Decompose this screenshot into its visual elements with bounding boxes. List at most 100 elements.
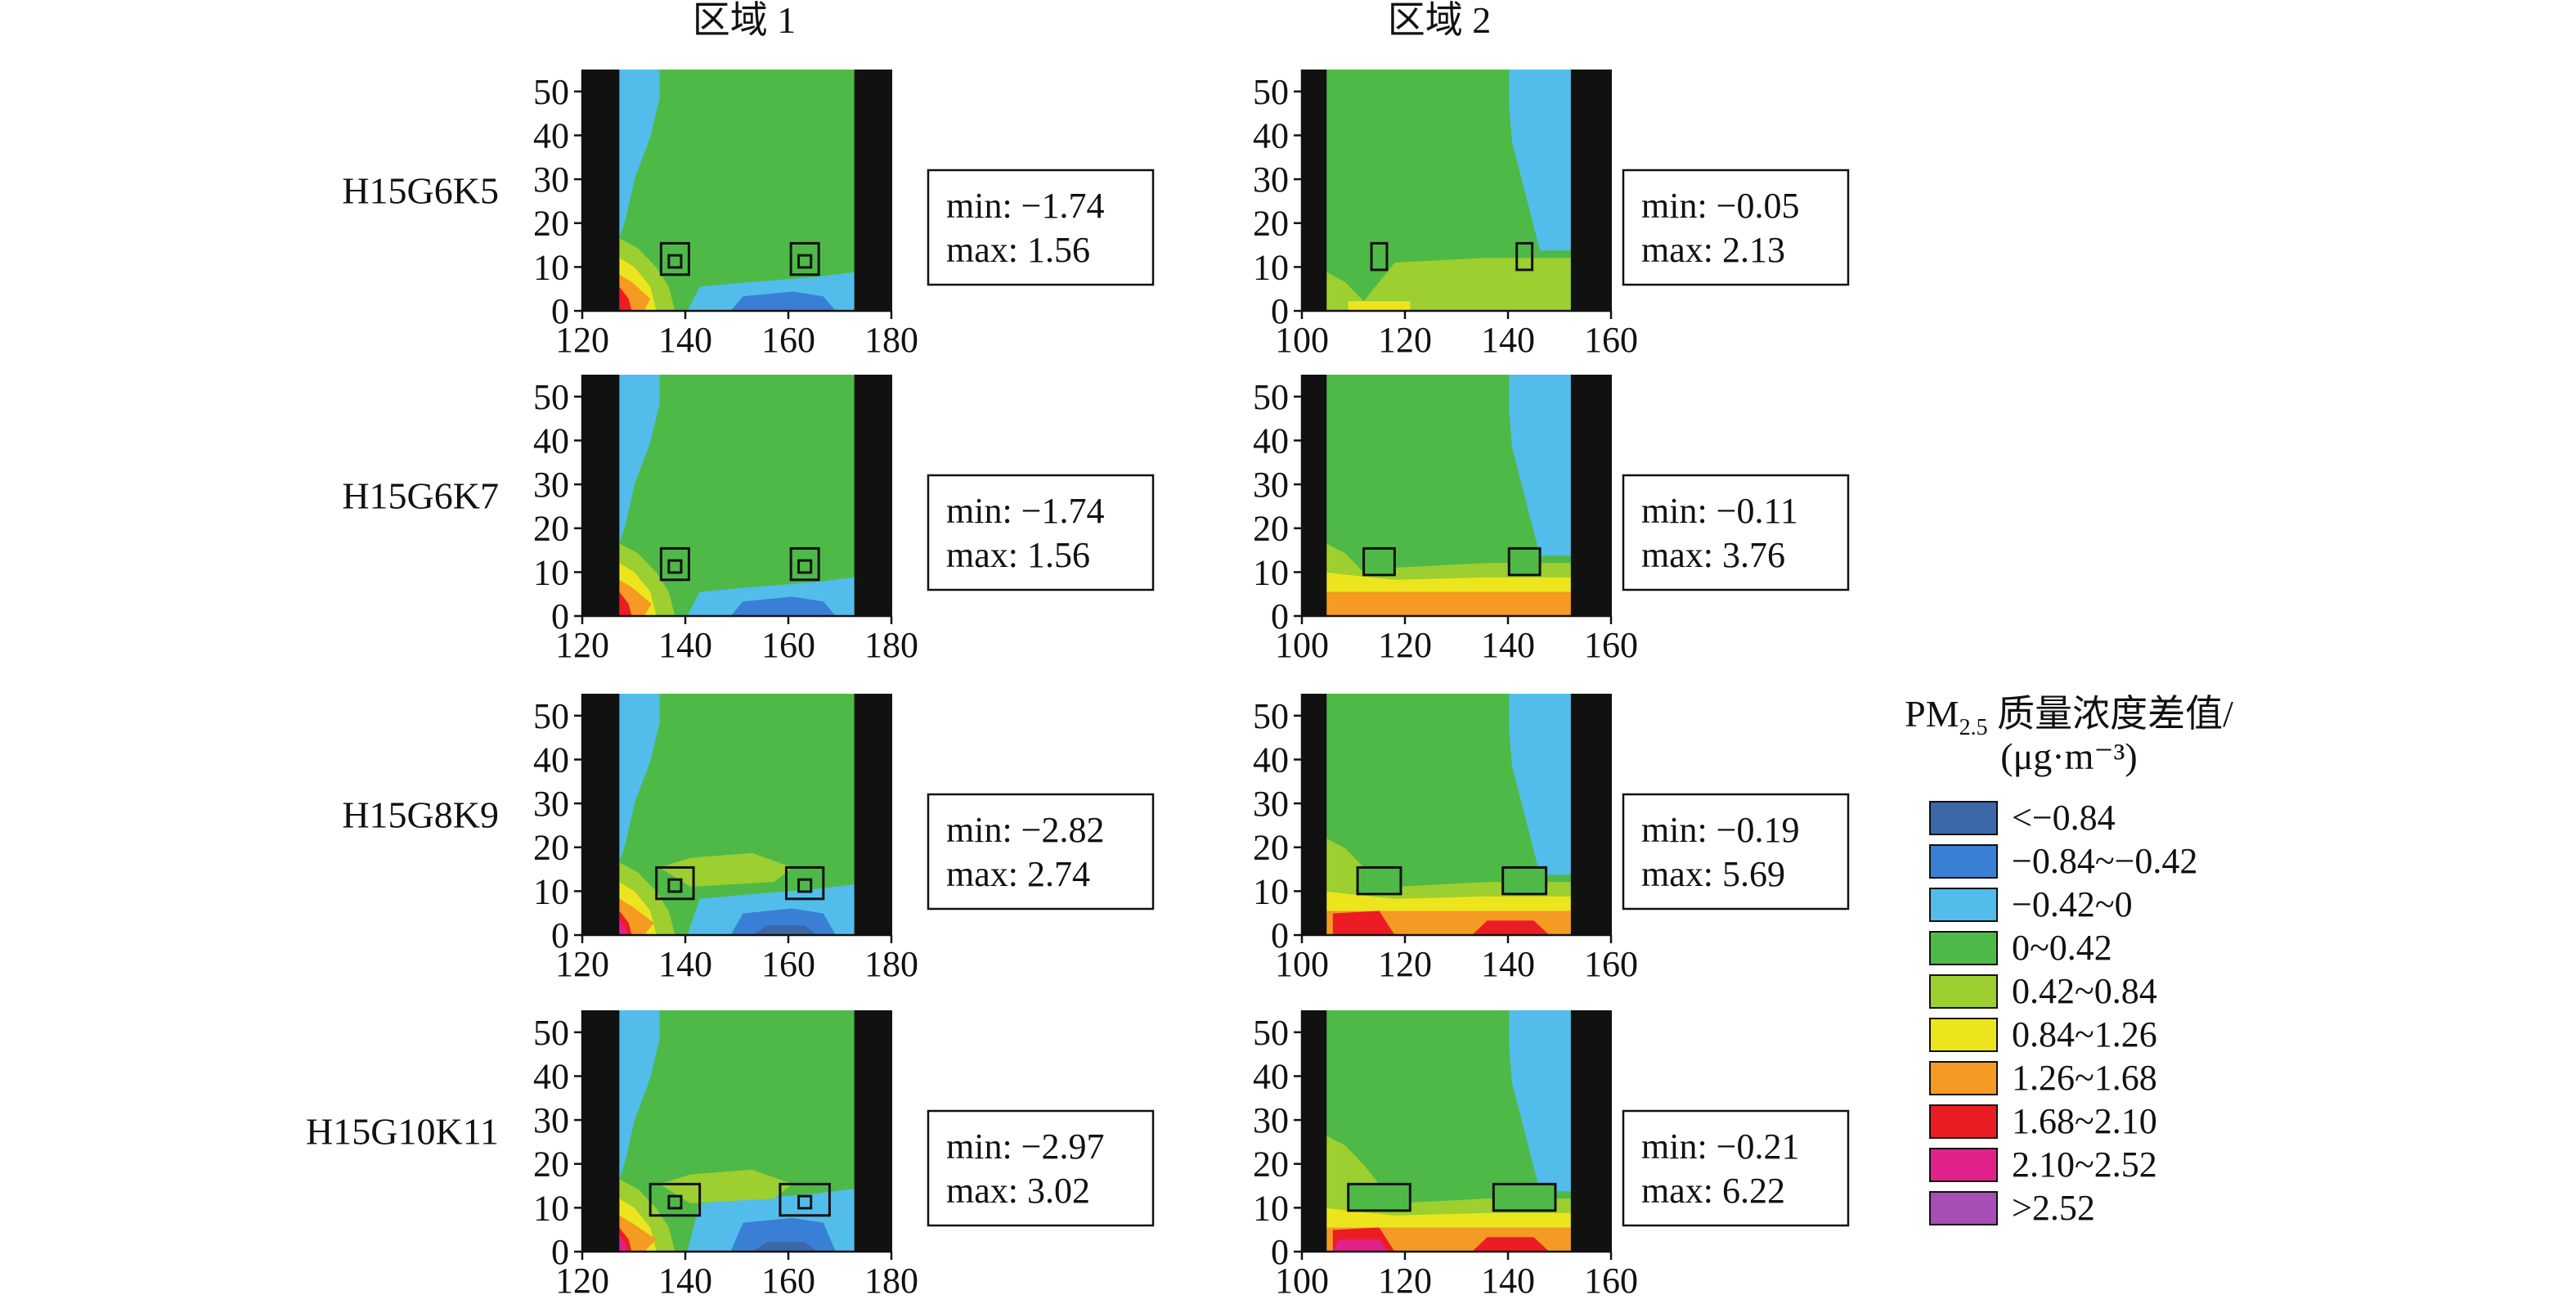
y-tick-label: 30 <box>533 465 569 505</box>
legend-title-sub: 2.5 <box>1959 715 1988 740</box>
legend-swatch <box>1929 1104 1998 1139</box>
legend: PM2.5 质量浓度差值/ (μg·m⁻³) <−0.84−0.84~−0.42… <box>1905 693 2233 1228</box>
x-tick-label: 140 <box>1481 320 1535 360</box>
y-tick-label: 10 <box>533 552 569 592</box>
y-tick-label: 0 <box>1271 291 1289 331</box>
y-tick-label: 30 <box>533 784 569 824</box>
stats-box <box>927 169 1155 286</box>
stats-min: min: −0.11 <box>1641 491 1798 531</box>
y-tick-label: 50 <box>1253 696 1289 736</box>
stats-max: max: 2.74 <box>946 854 1090 894</box>
legend-swatch <box>1929 974 1998 1009</box>
legend-label: 0.84~1.26 <box>2012 1014 2157 1054</box>
x-tick-label: 160 <box>761 625 815 665</box>
y-tick-label: 0 <box>551 1232 569 1272</box>
y-tick-label: 40 <box>533 420 569 461</box>
row-label: H15G10K11 <box>306 1111 499 1153</box>
stats-min: min: −0.05 <box>1641 186 1800 226</box>
y-tick-label: 0 <box>551 291 569 331</box>
y-tick-label: 40 <box>1253 1056 1289 1096</box>
stats-max: max: 1.56 <box>946 230 1090 270</box>
y-tick-label: 20 <box>533 509 569 549</box>
stats-min: min: −1.74 <box>946 491 1105 531</box>
y-tick-label: 20 <box>1253 204 1289 244</box>
y-tick-label: 10 <box>533 871 569 911</box>
y-tick-label: 50 <box>1253 1013 1289 1053</box>
legend-label: −0.84~−0.42 <box>2012 841 2197 881</box>
y-tick-label: 30 <box>1253 160 1289 200</box>
stats-box <box>927 474 1155 591</box>
y-tick-label: 30 <box>533 160 569 200</box>
x-tick-label: 180 <box>864 944 918 984</box>
x-tick-label: 140 <box>658 320 712 360</box>
legend-label: 1.26~1.68 <box>2012 1058 2157 1098</box>
y-tick-label: 50 <box>533 377 569 417</box>
row-label: H15G6K5 <box>342 170 499 212</box>
legend-swatch <box>1929 1061 1998 1095</box>
legend-swatch <box>1929 1191 1998 1225</box>
stats-max: max: 2.13 <box>1641 230 1785 270</box>
stats-min: min: −0.19 <box>1641 810 1800 850</box>
legend-swatch <box>1929 931 1998 965</box>
y-tick-label: 10 <box>533 1188 569 1228</box>
x-tick-label: 120 <box>555 625 609 665</box>
x-tick-label: 120 <box>1378 1261 1432 1301</box>
legend-label: 1.68~2.10 <box>2012 1101 2157 1141</box>
x-tick-label: 160 <box>761 944 815 984</box>
legend-unit: (μg·m⁻³) <box>2000 735 2137 777</box>
y-tick-label: 30 <box>533 1100 569 1140</box>
legend-title: PM2.5 质量浓度差值/ <box>1905 693 2233 740</box>
legend-label: 0~0.42 <box>2012 928 2112 968</box>
y-tick-label: 0 <box>551 596 569 636</box>
legend-label: <−0.84 <box>2012 798 2116 838</box>
x-tick-label: 120 <box>555 320 609 360</box>
legend-swatch <box>1929 844 1998 879</box>
stats-max: max: 3.02 <box>946 1171 1090 1211</box>
stats-max: max: 5.69 <box>1641 854 1785 894</box>
x-tick-label: 180 <box>864 625 918 665</box>
x-tick-label: 180 <box>864 1261 918 1301</box>
legend-title-pm: PM <box>1905 693 1959 735</box>
x-tick-label: 100 <box>1275 320 1329 360</box>
row-label: H15G6K7 <box>342 475 499 517</box>
y-tick-label: 40 <box>1253 740 1289 780</box>
x-tick-label: 140 <box>1481 625 1535 665</box>
y-tick-label: 40 <box>533 1056 569 1096</box>
legend-swatch <box>1929 801 1998 835</box>
stats-box <box>927 1109 1155 1227</box>
x-tick-label: 140 <box>658 1261 712 1301</box>
stats-max: max: 1.56 <box>946 535 1090 575</box>
legend-label: −0.42~0 <box>2012 884 2133 924</box>
y-tick-label: 10 <box>533 247 569 287</box>
stats-min: min: −0.21 <box>1641 1126 1800 1167</box>
legend-label: >2.52 <box>2012 1188 2095 1228</box>
y-tick-label: 20 <box>533 1144 569 1185</box>
stats-box <box>927 793 1155 911</box>
x-tick-label: 100 <box>1275 625 1329 665</box>
y-tick-label: 40 <box>533 740 569 780</box>
y-tick-label: 40 <box>1253 115 1289 155</box>
legend-swatch <box>1929 888 1998 922</box>
x-tick-label: 140 <box>658 944 712 984</box>
stats-max: max: 6.22 <box>1641 1171 1785 1211</box>
x-tick-label: 120 <box>1378 320 1432 360</box>
legend-items: <−0.84−0.84~−0.42−0.42~00~0.420.42~0.840… <box>1929 798 2197 1228</box>
y-tick-label: 50 <box>533 72 569 112</box>
x-tick-label: 100 <box>1275 944 1329 984</box>
y-tick-label: 20 <box>533 204 569 244</box>
legend-swatch <box>1929 1148 1998 1182</box>
y-tick-label: 50 <box>533 696 569 736</box>
y-tick-label: 10 <box>1253 247 1289 287</box>
stats-max: max: 3.76 <box>1641 535 1785 575</box>
x-tick-label: 100 <box>1275 1261 1329 1301</box>
x-tick-label: 120 <box>555 1261 609 1301</box>
